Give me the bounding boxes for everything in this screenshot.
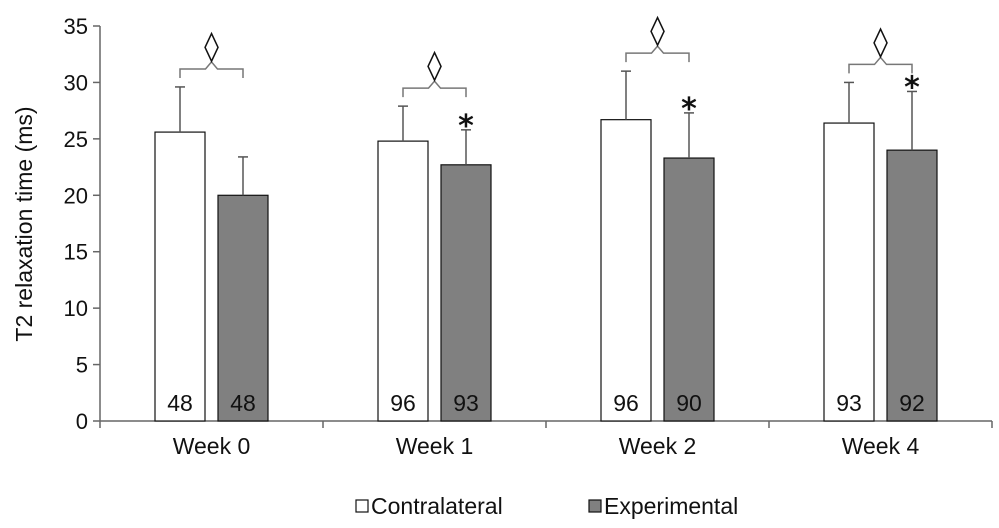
bar-experimental (886, 149, 938, 422)
comparison-bracket (179, 60, 244, 78)
bar-experimental (440, 164, 492, 422)
bar-contralateral (823, 122, 875, 422)
y-tick-label: 5 (76, 353, 88, 378)
x-category-label: Week 4 (842, 433, 920, 459)
comparison-bracket (848, 56, 913, 74)
sample-size-label: 90 (676, 390, 702, 416)
sample-size-label: 92 (899, 390, 925, 416)
significance-star: * (681, 92, 697, 127)
annotations: ◊ * ◊ * ◊ * ◊ (179, 13, 920, 144)
significance-diamond: ◊ (650, 13, 665, 48)
y-tick-label: 30 (64, 70, 88, 95)
legend-swatch-experimental (588, 499, 602, 513)
y-tick-label: 10 (64, 296, 88, 321)
bar-contralateral (600, 119, 652, 422)
sample-size-label: 93 (453, 390, 479, 416)
legend-label-contralateral: Contralateral (371, 493, 503, 519)
y-tick-label: 25 (64, 127, 88, 152)
comparison-bracket (402, 79, 467, 98)
bar-contralateral (154, 131, 206, 422)
x-category-label: Week 0 (173, 433, 251, 459)
bar-contralateral (377, 140, 429, 422)
significance-diamond: ◊ (204, 29, 219, 64)
bar-experimental (663, 157, 715, 422)
bars: 48 48 96 93 96 90 93 92 (154, 70, 938, 422)
y-axis-label: T2 relaxation time (ms) (11, 106, 37, 341)
significance-diamond: ◊ (873, 24, 888, 59)
significance-diamond: ◊ (427, 48, 442, 83)
sample-size-label: 96 (613, 390, 639, 416)
axes: 0 5 10 15 20 25 30 35 Week 0 Week 1 Week 2 Week 4 (64, 14, 993, 459)
legend-label-experimental: Experimental (604, 493, 738, 519)
legend-swatch-contralateral (355, 499, 369, 513)
significance-star: * (904, 70, 920, 105)
sample-size-label: 93 (836, 390, 862, 416)
sample-size-label: 48 (167, 390, 193, 416)
significance-star: * (458, 109, 474, 144)
y-tick-label: 35 (64, 14, 88, 39)
bar-experimental (217, 194, 269, 422)
x-category-label: Week 2 (619, 433, 697, 459)
x-category-label: Week 1 (396, 433, 474, 459)
sample-size-label: 48 (230, 390, 256, 416)
y-tick-label: 15 (64, 240, 88, 265)
legend: Contralateral Experimental (355, 493, 738, 519)
comparison-bracket (625, 44, 690, 63)
y-tick-label: 20 (64, 183, 88, 208)
y-tick-label: 0 (76, 409, 88, 434)
sample-size-label: 96 (390, 390, 416, 416)
